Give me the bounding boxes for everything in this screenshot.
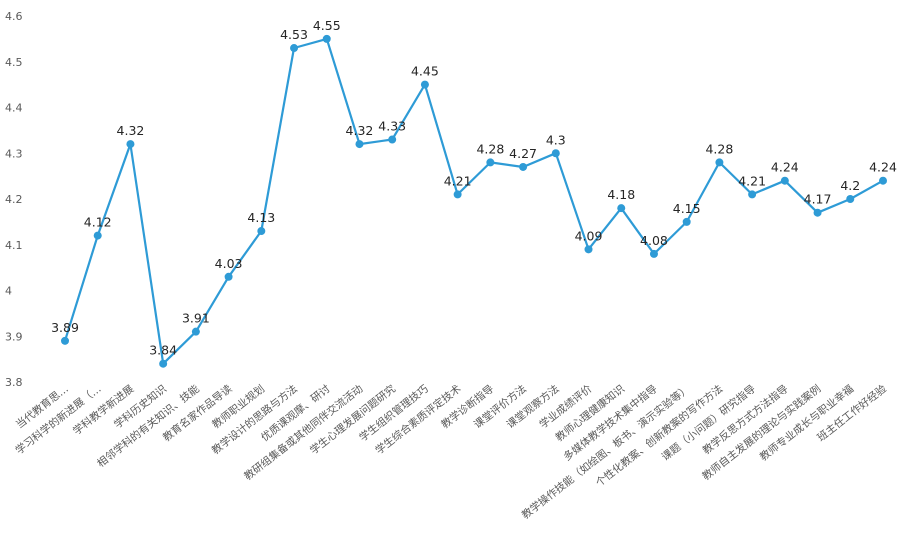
- data-point: [94, 232, 102, 240]
- y-tick-label: 4.4: [5, 102, 23, 115]
- data-label: 4.24: [771, 160, 799, 175]
- data-point: [846, 195, 854, 203]
- data-label: 3.91: [182, 311, 210, 326]
- data-point: [192, 328, 200, 336]
- y-tick-label: 4.6: [5, 10, 23, 23]
- data-point: [159, 360, 167, 368]
- data-label: 4.09: [575, 228, 603, 243]
- y-tick-label: 4.1: [5, 239, 23, 252]
- x-axis: 当代教育思…学习科学的新进展（…学科教学新进展学科历史知识相邻学科的有关知识、技…: [13, 382, 889, 522]
- data-label: 4.12: [84, 215, 112, 230]
- data-point: [683, 218, 691, 226]
- data-label: 4.13: [247, 210, 275, 225]
- y-tick-label: 4.3: [5, 147, 23, 160]
- data-label: 4.21: [444, 173, 472, 188]
- data-point: [323, 35, 331, 43]
- y-tick-label: 3.8: [5, 376, 23, 389]
- data-point: [421, 81, 429, 89]
- data-point: [879, 177, 887, 185]
- y-tick-label: 4: [5, 285, 12, 298]
- data-label: 4.18: [607, 187, 635, 202]
- data-label: 4.28: [705, 141, 733, 156]
- data-label: 4.32: [346, 123, 374, 138]
- data-point: [126, 140, 134, 148]
- data-label: 4.17: [804, 192, 832, 207]
- data-point: [748, 190, 756, 198]
- data-point: [225, 273, 233, 281]
- data-point: [650, 250, 658, 258]
- data-label: 4.27: [509, 146, 537, 161]
- data-label: 4.24: [869, 160, 897, 175]
- data-label: 4.55: [313, 18, 341, 33]
- data-point: [355, 140, 363, 148]
- data-label: 4.32: [117, 123, 145, 138]
- data-point: [519, 163, 527, 171]
- y-tick-label: 3.9: [5, 330, 23, 343]
- data-label: 4.33: [378, 119, 406, 134]
- data-point: [781, 177, 789, 185]
- data-label: 4.45: [411, 64, 439, 79]
- data-point: [617, 204, 625, 212]
- data-label: 4.15: [673, 201, 701, 216]
- data-point: [486, 158, 494, 166]
- data-point: [585, 245, 593, 253]
- data-point: [388, 136, 396, 144]
- data-point: [715, 158, 723, 166]
- y-tick-label: 4.5: [5, 56, 23, 69]
- data-label: 4.3: [546, 132, 566, 147]
- data-point: [814, 209, 822, 217]
- data-label: 4.28: [476, 141, 504, 156]
- data-point: [61, 337, 69, 345]
- data-label: 3.84: [149, 343, 177, 358]
- data-label: 4.2: [840, 178, 860, 193]
- data-label: 3.89: [51, 320, 79, 335]
- y-axis: 3.8 3.9 4 4.1 4.2 4.3 4.4 4.5 4.6: [5, 10, 23, 389]
- data-point: [454, 190, 462, 198]
- data-point: [257, 227, 265, 235]
- data-label: 4.21: [738, 173, 766, 188]
- data-point: [552, 149, 560, 157]
- data-label: 4.03: [215, 256, 243, 271]
- data-point: [290, 44, 298, 52]
- y-tick-label: 4.2: [5, 193, 23, 206]
- data-label: 4.08: [640, 233, 668, 248]
- data-label: 4.53: [280, 27, 308, 42]
